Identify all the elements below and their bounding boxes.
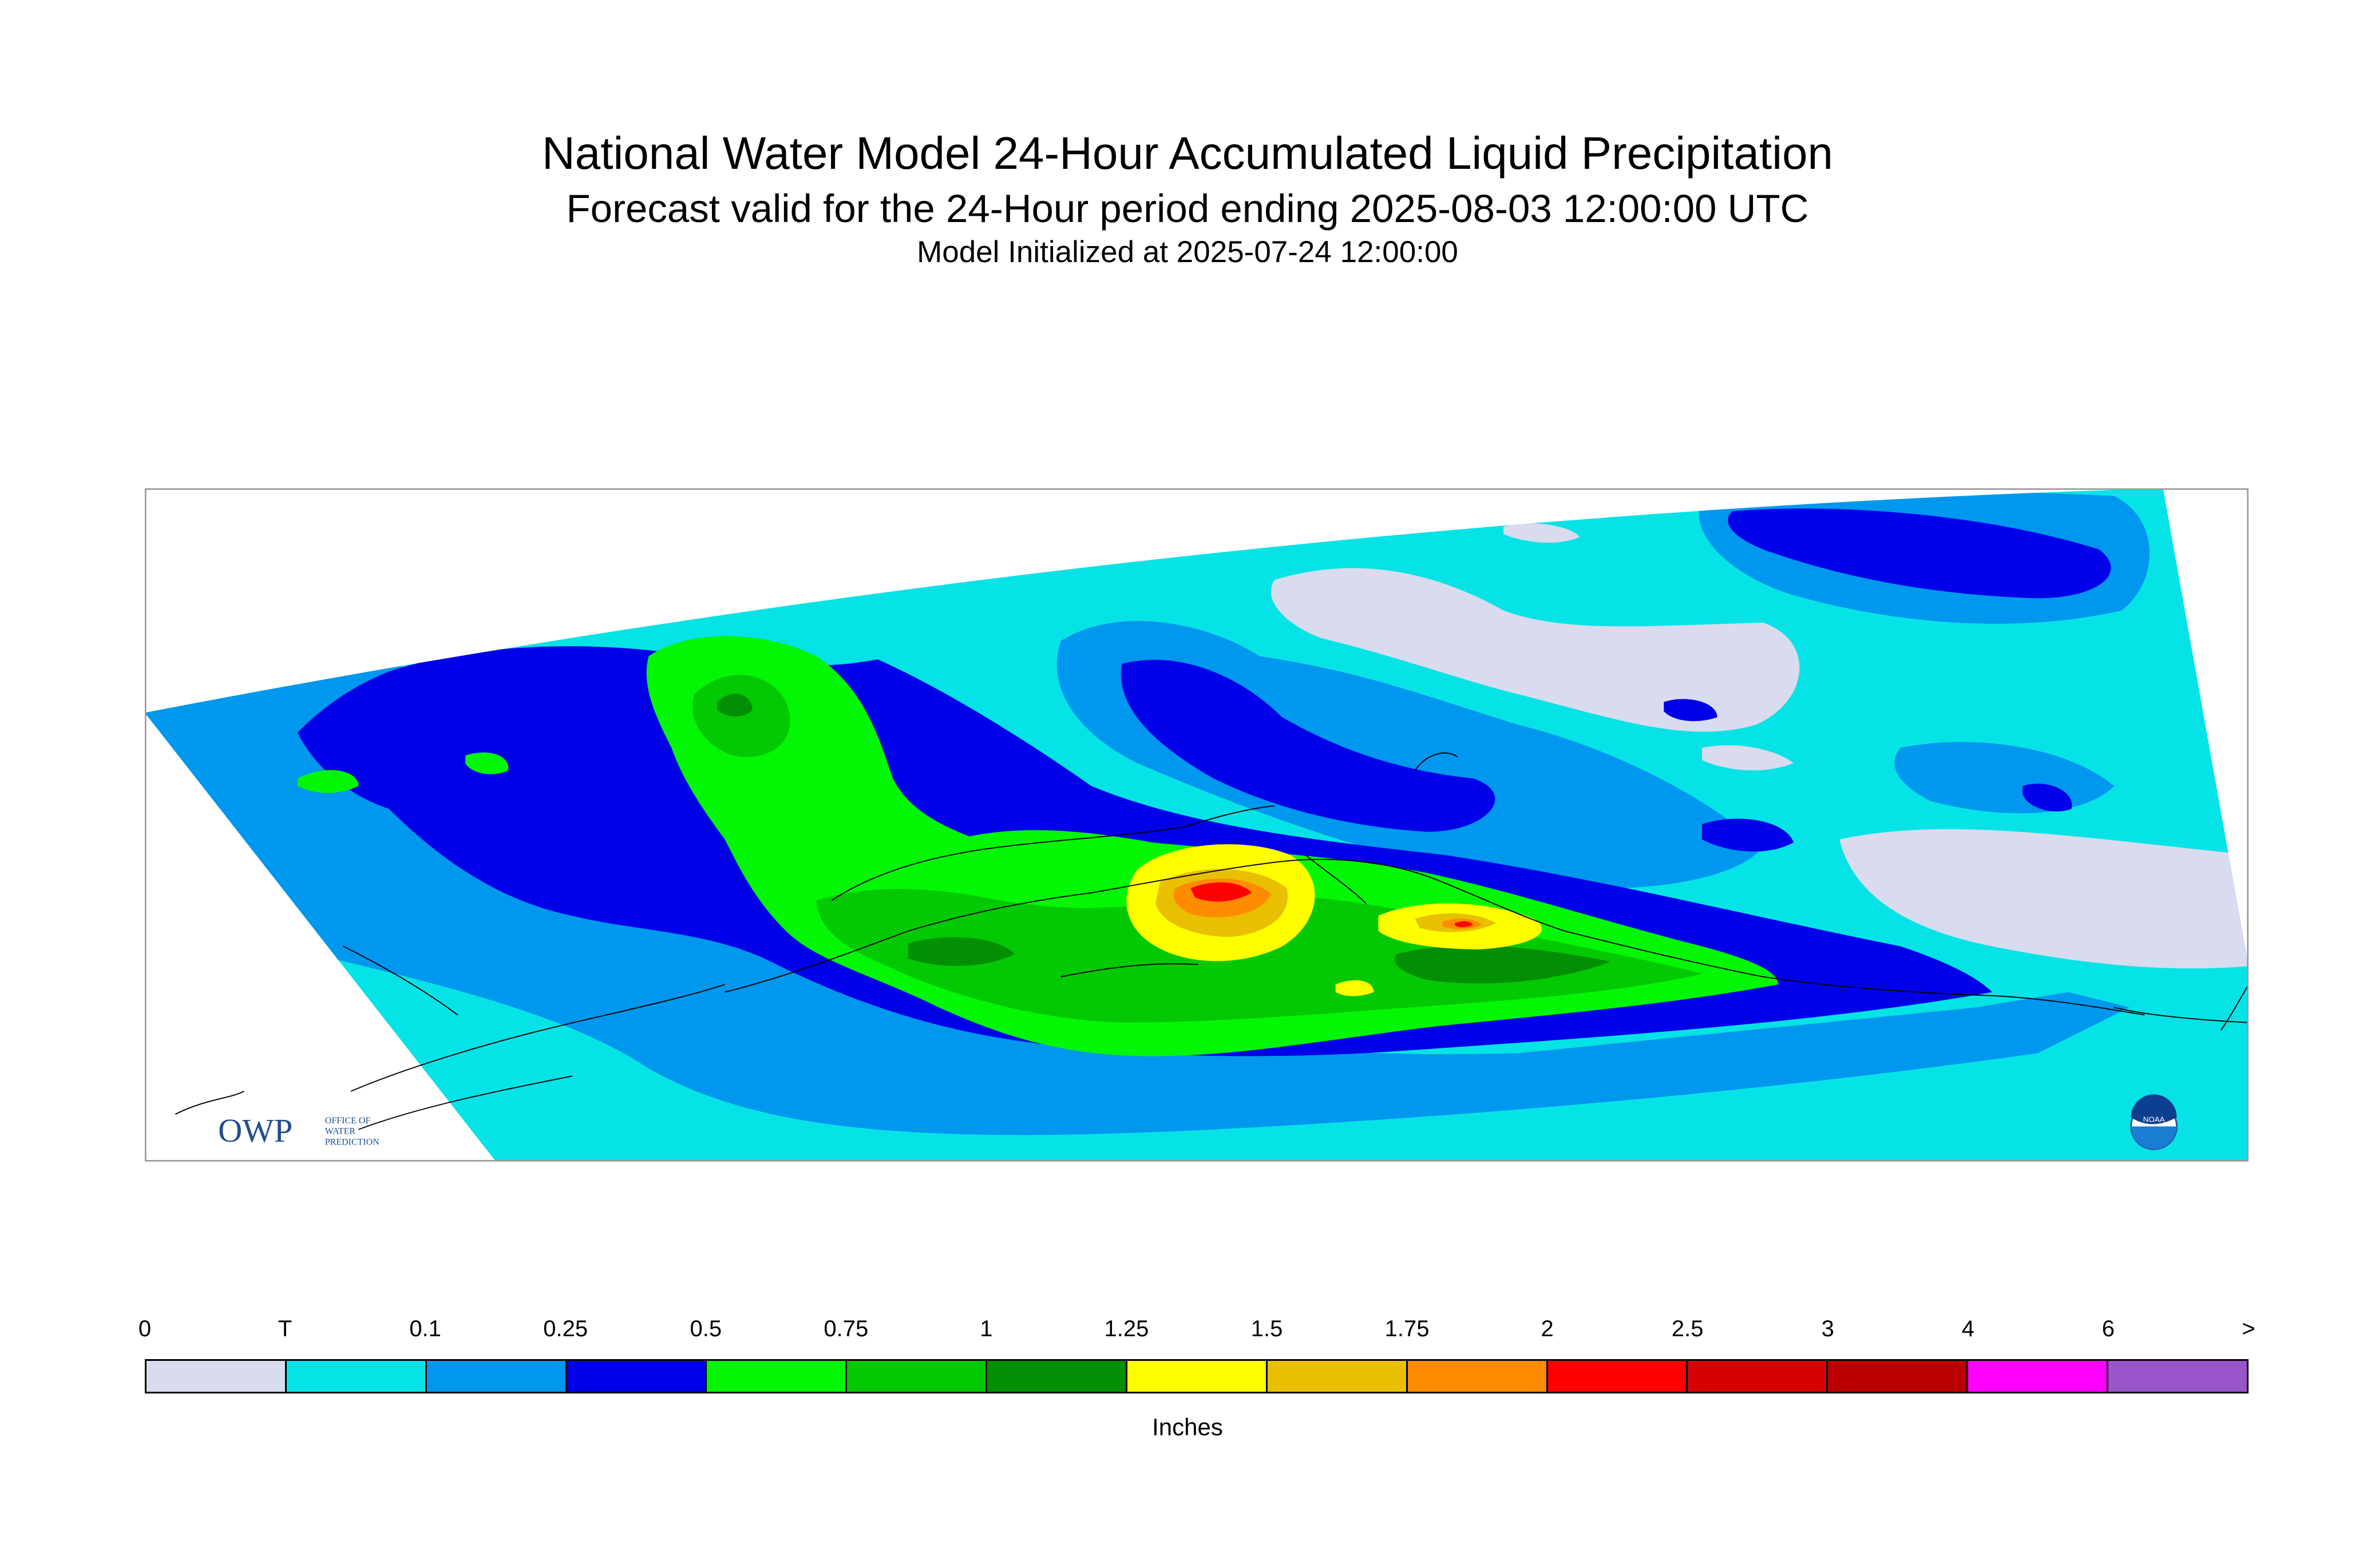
owp-logo: OWP OFFICE OF WATER PREDICTION <box>218 1112 379 1149</box>
legend-swatch <box>2108 1361 2247 1392</box>
legend-tick-label: 0.25 <box>543 1316 588 1341</box>
red-zone <box>1190 882 1473 928</box>
map-title: National Water Model 24-Hour Accumulated… <box>542 128 1833 179</box>
legend-tick-label: 1.75 <box>1384 1316 1430 1341</box>
legend-swatch <box>1547 1361 1688 1392</box>
legend-tick-label: 1.25 <box>1104 1316 1149 1341</box>
legend-tick-label: 4 <box>1961 1316 1974 1341</box>
legend-swatch <box>1267 1361 1408 1392</box>
legend-colorbar <box>145 1359 2249 1393</box>
legend-swatch <box>1968 1361 2109 1392</box>
legend-tick-label: 2 <box>1541 1316 1554 1341</box>
coastlines <box>175 752 2249 1130</box>
noaa-logo-mark: NOAA <box>2143 1115 2165 1123</box>
legend-swatch <box>1127 1361 1268 1392</box>
legend-units: Inches <box>1152 1413 1223 1440</box>
legend-tick-label: 1.5 <box>1250 1316 1283 1341</box>
legend-tick-label: 0.5 <box>690 1316 722 1341</box>
map-subtitle: Forecast valid for the 24-Hour period en… <box>566 187 1809 231</box>
legend-swatch <box>1828 1361 1969 1392</box>
owp-logo-line-2: WATER <box>325 1127 356 1137</box>
legend-swatch <box>707 1361 848 1392</box>
precipitation-map: OWP OFFICE OF WATER PREDICTION NOAA <box>145 488 2249 1162</box>
precipitation-legend: 0 T 0.1 0.25 0.5 0.75 1 1.25 1.5 1.75 2 2.5 3 4 6 > <box>138 1316 2255 1448</box>
legend-tick-label: 6 <box>2101 1316 2115 1341</box>
legend-tick-label: 3 <box>1821 1316 1834 1341</box>
legend-swatch <box>147 1361 287 1392</box>
legend-tick-label: 0.75 <box>824 1316 869 1341</box>
owp-logo-mark: OWP <box>218 1112 292 1149</box>
legend-swatch <box>567 1361 707 1392</box>
legend-swatch <box>1407 1361 1548 1392</box>
legend-swatch <box>286 1361 427 1392</box>
legend-tick-label: T <box>278 1316 292 1341</box>
legend-swatch <box>1688 1361 1828 1392</box>
owp-logo-line-3: PREDICTION <box>325 1137 380 1147</box>
legend-tick-label: 1 <box>980 1316 993 1341</box>
model-init-time: Model Initialized at 2025-07-24 12:00:00 <box>917 235 1458 269</box>
legend-tick-label: 0.1 <box>409 1316 441 1341</box>
dark-green-zone <box>717 694 1610 984</box>
legend-tick-label: 2.5 <box>1671 1316 1704 1341</box>
noaa-logo: NOAA <box>2130 1094 2178 1150</box>
legend-swatch <box>987 1361 1128 1392</box>
legend-tick-label: > <box>2242 1316 2255 1341</box>
legend-tick-label: 0 <box>138 1316 152 1341</box>
owp-logo-line-1: OFFICE OF <box>325 1116 371 1126</box>
legend-swatch <box>426 1361 567 1392</box>
legend-swatch <box>847 1361 988 1392</box>
